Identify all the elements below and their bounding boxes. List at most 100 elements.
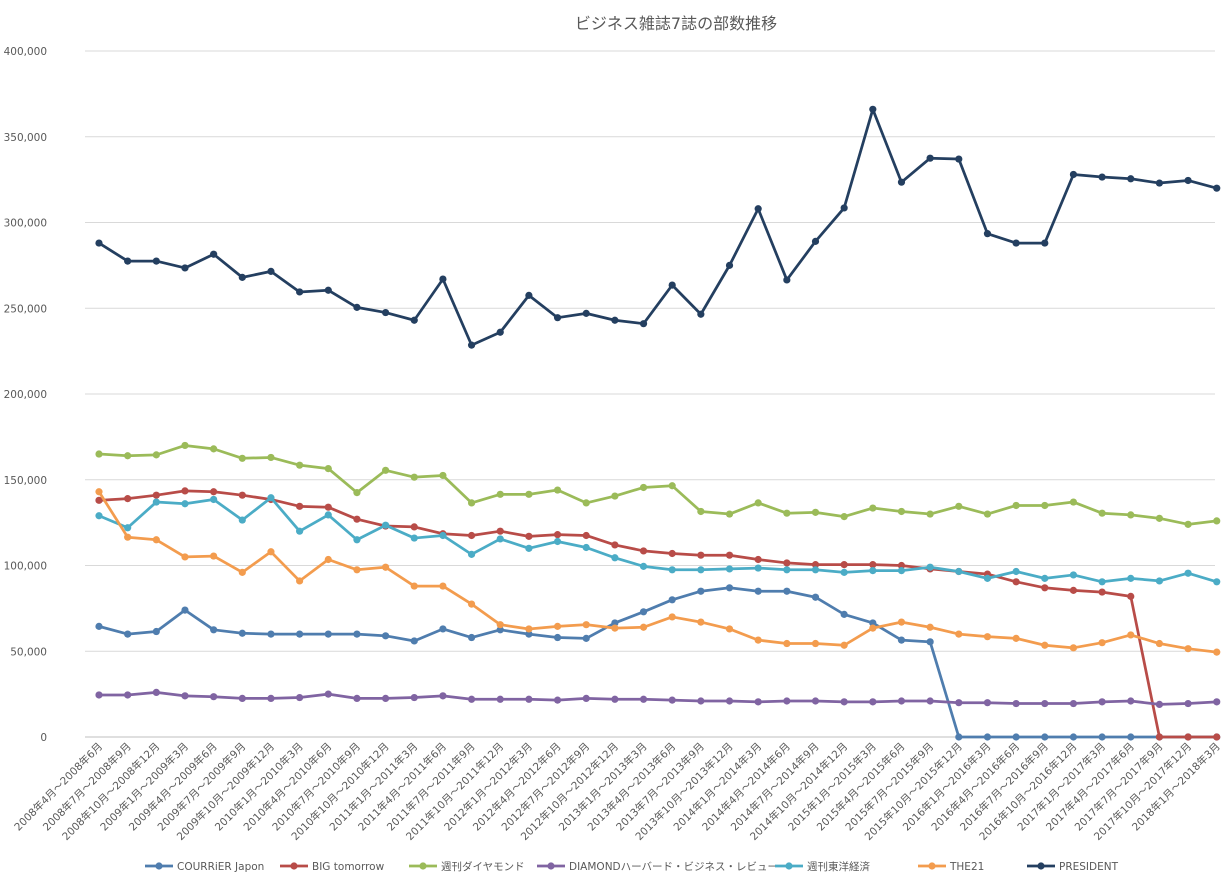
data-point	[869, 698, 877, 706]
data-point	[410, 523, 418, 531]
data-point	[382, 521, 390, 529]
data-point	[324, 690, 332, 698]
data-point	[525, 695, 533, 703]
data-point	[611, 695, 619, 703]
data-point	[525, 630, 533, 638]
legend-marker	[547, 862, 555, 870]
data-point	[1098, 578, 1106, 586]
data-point	[181, 606, 189, 614]
data-point	[1041, 239, 1049, 247]
data-point	[353, 303, 361, 311]
legend-label: DIAMONDハーバード・ビジネス・レビュー	[569, 861, 778, 873]
data-point	[783, 697, 791, 705]
data-point	[611, 541, 619, 549]
series-0	[95, 584, 1221, 741]
data-point	[124, 495, 132, 503]
data-point	[840, 568, 848, 576]
legend-item: COURRiER Japon	[145, 861, 264, 873]
data-point	[1069, 170, 1078, 179]
data-point	[639, 483, 648, 492]
data-point	[95, 496, 103, 504]
y-tick-label: 150,000	[4, 475, 47, 487]
data-point	[1069, 498, 1078, 506]
data-point	[754, 555, 762, 564]
data-point	[639, 608, 648, 616]
data-point	[1012, 699, 1020, 708]
data-point	[811, 566, 820, 574]
data-point	[1098, 698, 1106, 706]
y-tick-label: 400,000	[4, 46, 47, 58]
data-point	[267, 494, 275, 502]
data-point	[210, 495, 218, 504]
data-point	[152, 498, 160, 506]
data-point	[1127, 511, 1135, 519]
data-point	[1098, 509, 1106, 517]
data-point	[267, 630, 275, 638]
data-point	[210, 626, 218, 634]
data-point	[324, 503, 332, 511]
data-point	[840, 561, 848, 569]
legend-label: COURRiER Japon	[177, 861, 264, 873]
data-point	[611, 554, 619, 562]
data-point	[897, 697, 906, 705]
data-point	[1213, 578, 1221, 586]
data-point	[1184, 645, 1192, 653]
legend-label: 週刊東洋経済	[807, 860, 870, 873]
data-point	[296, 288, 304, 296]
data-point	[869, 567, 877, 575]
data-point	[926, 697, 934, 705]
legend: COURRiER Japon BIG tomorrow 週刊ダイヤモンド DIAMON…	[145, 860, 1119, 873]
data-point	[1041, 699, 1049, 708]
data-point	[410, 534, 418, 542]
data-point	[324, 555, 332, 564]
data-point	[582, 531, 590, 540]
data-point	[238, 694, 246, 703]
data-point	[553, 622, 562, 630]
data-point	[811, 561, 820, 569]
data-point	[553, 537, 562, 546]
data-point	[296, 527, 304, 535]
data-point	[1069, 699, 1078, 708]
data-point	[525, 544, 533, 552]
series-line	[97, 496, 1219, 584]
data-point	[783, 559, 791, 567]
data-point	[1213, 517, 1221, 525]
data-point	[467, 550, 476, 558]
data-point	[1069, 644, 1078, 652]
data-point	[267, 453, 275, 462]
data-point	[754, 587, 762, 595]
legend-marker	[785, 862, 793, 870]
legend-label: THE21	[949, 861, 984, 873]
data-point	[811, 593, 820, 601]
data-point	[181, 441, 189, 450]
series-4	[95, 494, 1221, 586]
data-point	[95, 239, 103, 247]
data-point	[152, 688, 160, 697]
data-point	[238, 273, 246, 281]
data-point	[869, 504, 877, 512]
data-point	[754, 205, 762, 213]
data-point	[210, 445, 218, 453]
legend-item: DIAMONDハーバード・ビジネス・レビュー	[537, 861, 778, 873]
data-point	[811, 237, 820, 245]
data-point	[1069, 733, 1078, 741]
data-point	[926, 638, 934, 646]
data-point	[1184, 176, 1192, 185]
data-point	[1012, 501, 1020, 510]
data-point	[697, 551, 705, 559]
data-point	[467, 600, 476, 608]
x-axis: 2008年4月～2008年6月2008年7月～2008年9月2008年10月～2…	[12, 740, 1223, 843]
data-point	[496, 695, 504, 703]
series-line	[97, 490, 1219, 654]
data-point	[697, 587, 705, 595]
data-point	[1127, 574, 1135, 582]
data-point	[582, 634, 590, 642]
data-point	[983, 574, 992, 582]
data-point	[811, 508, 820, 516]
data-point	[725, 697, 734, 705]
data-point	[926, 154, 934, 162]
y-tick-label: 250,000	[4, 303, 47, 315]
y-tick-label: 50,000	[10, 646, 47, 658]
data-point	[783, 276, 791, 284]
legend-marker	[928, 862, 936, 870]
